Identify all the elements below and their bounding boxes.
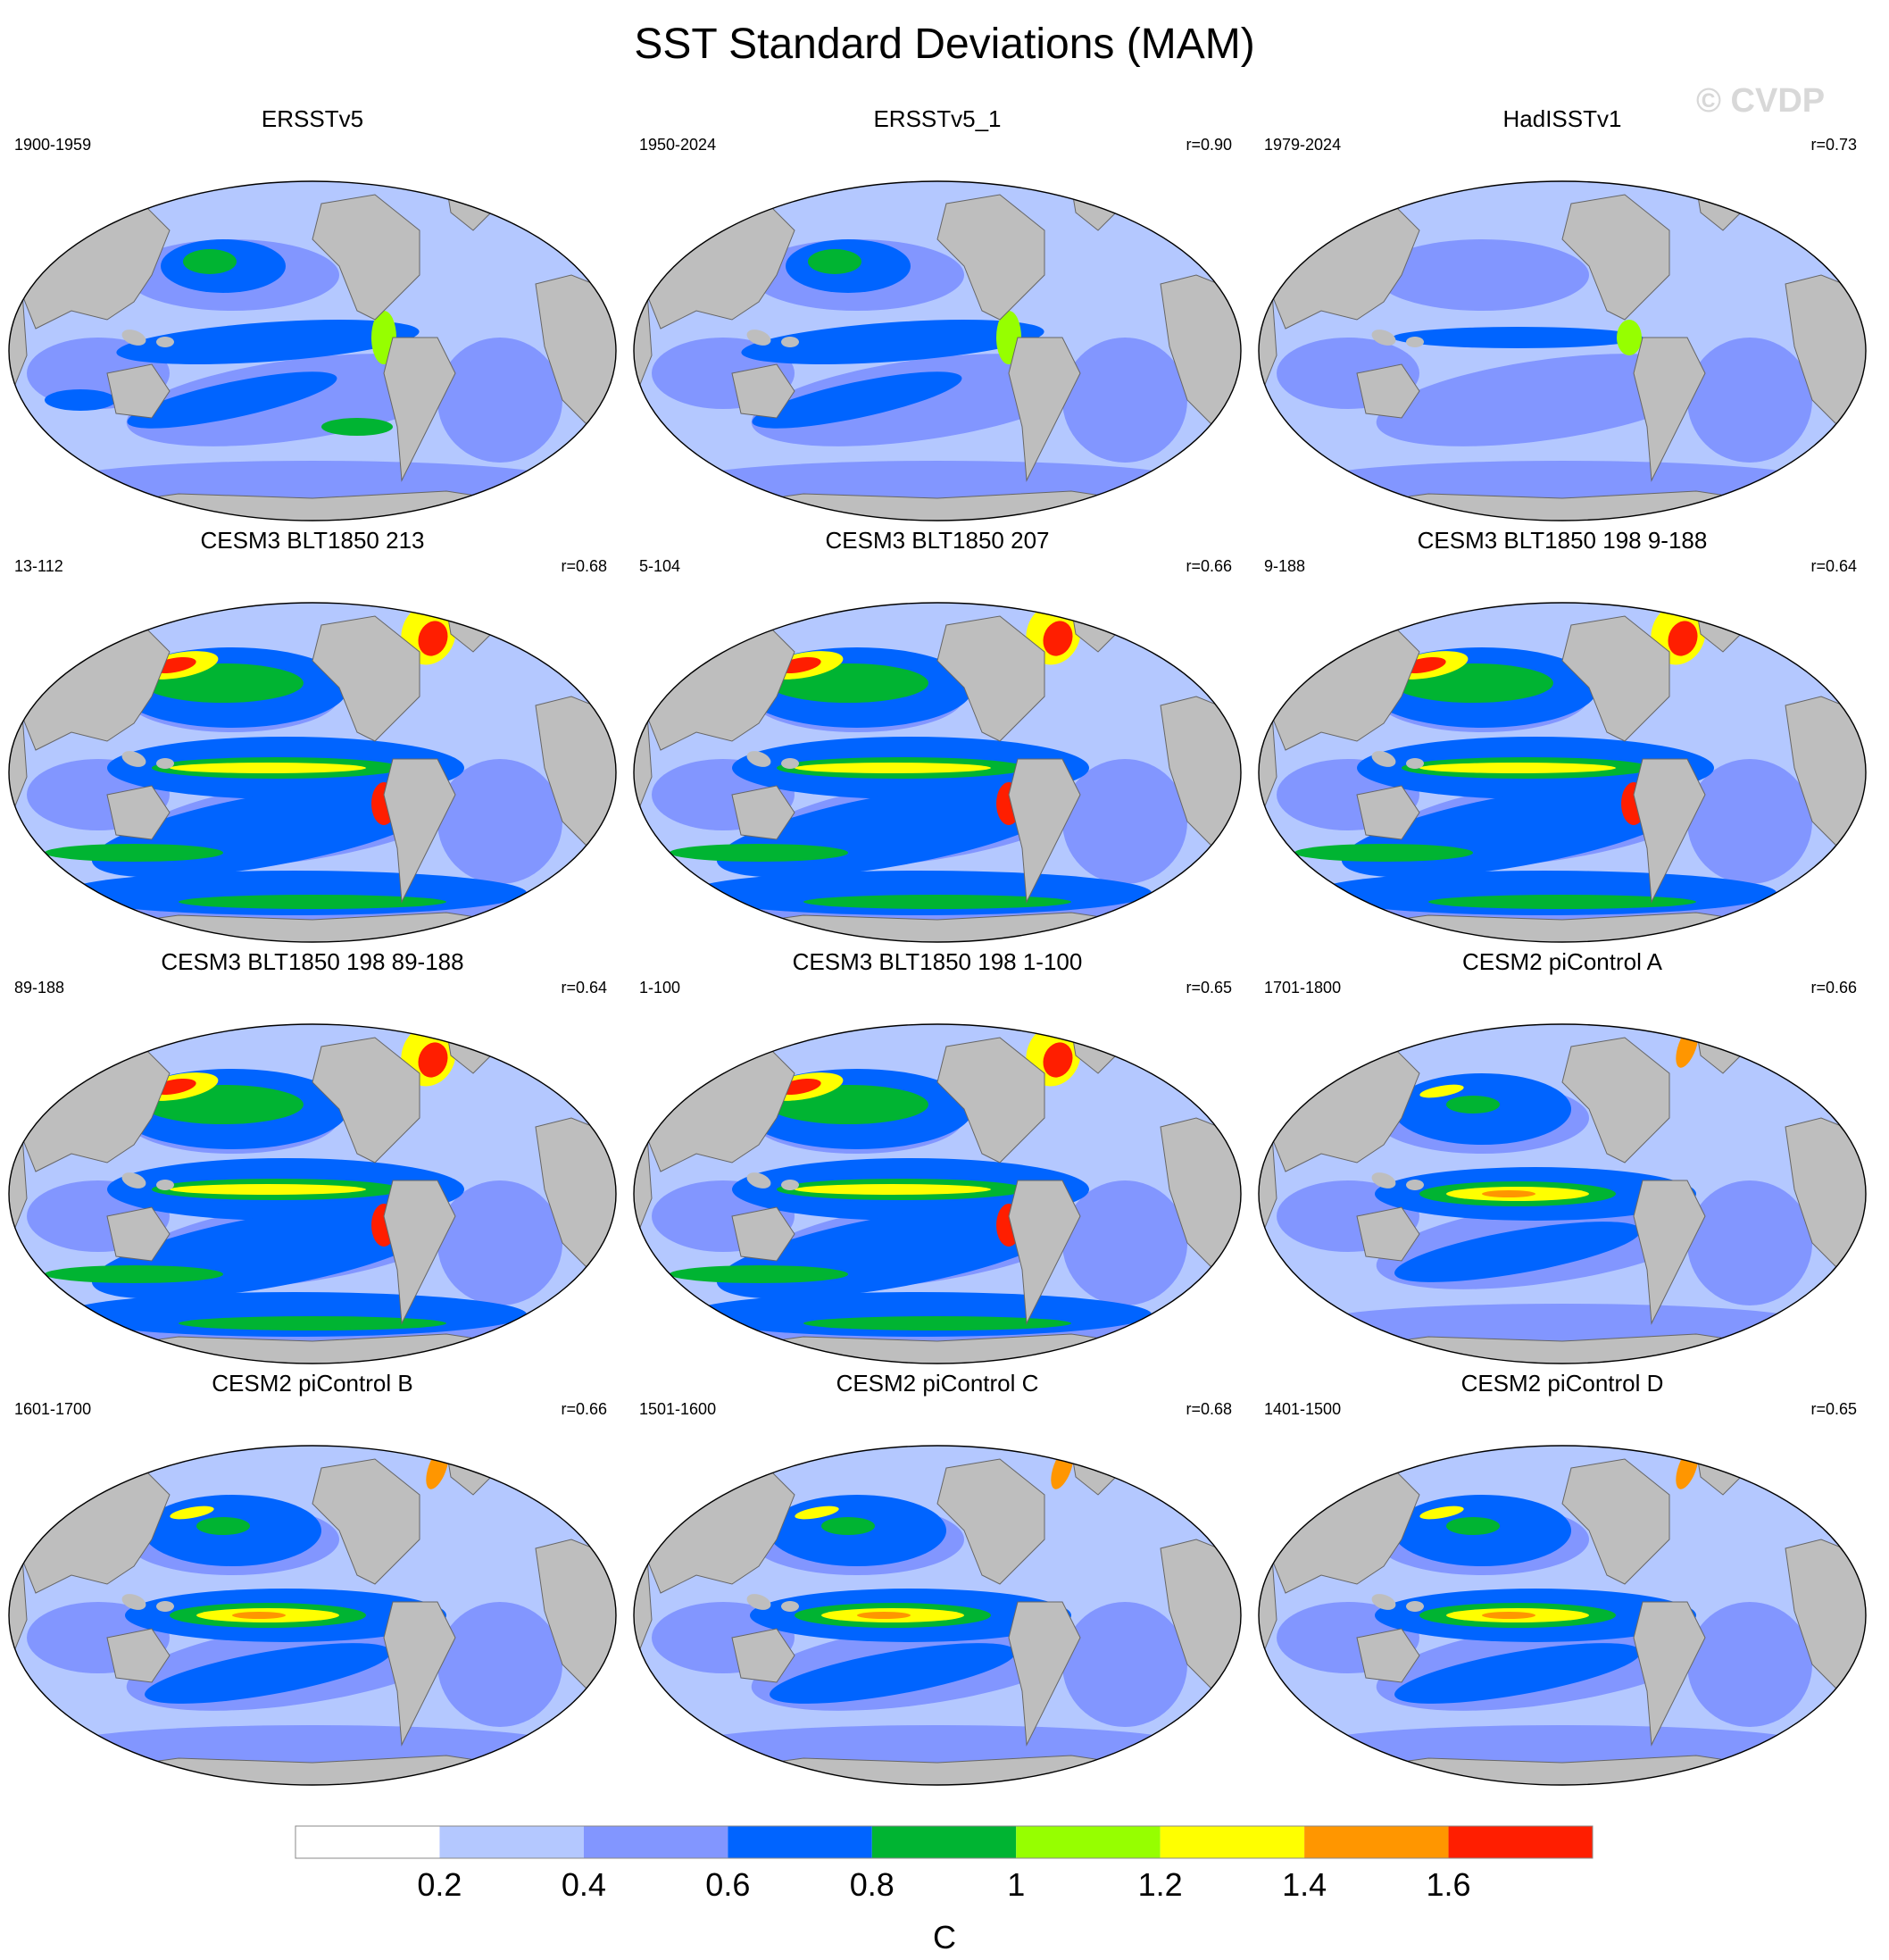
colorbar-swatch <box>583 1826 728 1858</box>
panel-title: CESM2 piControl C <box>836 1370 1039 1397</box>
world-map <box>1258 1445 1867 1786</box>
colorbar-svg: 0.2 0.4 0.6 0.8 1 1.2 1.4 1.6 C <box>295 1825 1594 1956</box>
panel-period: 1601-1700 <box>14 1400 92 1418</box>
panel-correlation: r=0.68 <box>561 557 607 575</box>
colorbar-tick-label: 1 <box>1007 1866 1025 1903</box>
panel-correlation: r=0.64 <box>561 979 607 997</box>
colorbar-tick-label: 1.4 <box>1282 1866 1327 1903</box>
panel-period: 1900-1959 <box>14 136 92 154</box>
world-map <box>8 602 617 943</box>
panel-correlation: r=0.64 <box>1810 557 1857 575</box>
colorbar-unit-label: C <box>933 1919 956 1956</box>
colorbar-swatch <box>728 1826 872 1858</box>
panel-correlation: r=0.68 <box>1186 1400 1232 1418</box>
map-panel: HadISSTv1 1979-2024 r=0.73 <box>1250 105 1875 525</box>
world-map <box>8 1023 617 1364</box>
map-panel: CESM2 piControl A 1701-1800 r=0.66 <box>1250 948 1875 1368</box>
map-panel: CESM3 BLT1850 198 89-188 89-188 r=0.64 <box>0 948 625 1368</box>
colorbar-tick-label: 0.2 <box>417 1866 462 1903</box>
map-panel: CESM3 BLT1850 198 1-100 1-100 r=0.65 <box>625 948 1250 1368</box>
colorbar-swatch <box>1304 1826 1449 1858</box>
panel-correlation: r=0.90 <box>1186 136 1232 154</box>
colorbar-frame <box>295 1825 1594 1859</box>
world-map <box>633 1445 1242 1786</box>
map-panel: CESM3 BLT1850 213 13-112 r=0.68 <box>0 527 625 947</box>
world-map <box>8 1445 617 1786</box>
map-panel: ERSSTv5 1900-1959 <box>0 105 625 525</box>
panel-period: 1979-2024 <box>1264 136 1342 154</box>
colorbar-swatch <box>295 1826 440 1858</box>
map-panel: ERSSTv5_1 1950-2024 r=0.90 <box>625 105 1250 525</box>
colorbar-swatch <box>1016 1826 1161 1858</box>
panel-title: CESM2 piControl B <box>212 1370 413 1397</box>
map-panel: CESM3 BLT1850 198 9-188 9-188 r=0.64 <box>1250 527 1875 947</box>
panel-period: 1-100 <box>639 979 681 997</box>
colorbar-swatch <box>1160 1826 1305 1858</box>
colorbar-tick-label: 0.6 <box>705 1866 750 1903</box>
world-map <box>1258 1023 1867 1364</box>
map-panel: CESM2 piControl C 1501-1600 r=0.68 <box>625 1370 1250 1789</box>
panel-correlation: r=0.66 <box>1186 557 1232 575</box>
world-map <box>633 602 1242 943</box>
panel-title: CESM3 BLT1850 213 <box>200 527 425 554</box>
panel-title: CESM3 BLT1850 207 <box>825 527 1050 554</box>
world-map <box>8 180 617 521</box>
panel-period: 89-188 <box>14 979 65 997</box>
colorbar-swatch <box>871 1826 1017 1858</box>
panel-title: CESM3 BLT1850 198 89-188 <box>161 948 464 975</box>
panel-period: 1950-2024 <box>639 136 717 154</box>
panel-period: 5-104 <box>639 557 681 575</box>
colorbar-tick-label: 1.2 <box>1138 1866 1183 1903</box>
panel-period: 1501-1600 <box>639 1400 717 1418</box>
world-map <box>633 1023 1242 1364</box>
map-panel: CESM2 piControl D 1401-1500 r=0.65 <box>1250 1370 1875 1789</box>
cvdp-watermark: © CVDP <box>1696 82 1826 120</box>
colorbar-legend: 0.2 0.4 0.6 0.8 1 1.2 1.4 1.6 C <box>0 1813 1889 1956</box>
panel-period: 1701-1800 <box>1264 979 1342 997</box>
panel-title: CESM2 piControl A <box>1462 948 1662 975</box>
colorbar-swatch <box>1448 1826 1593 1858</box>
panel-period: 13-112 <box>14 557 63 575</box>
panel-title: HadISSTv1 <box>1502 105 1622 132</box>
colorbar-tick-label: 0.4 <box>562 1866 606 1903</box>
panel-title: CESM3 BLT1850 198 9-188 <box>1417 527 1708 554</box>
panel-title: CESM2 piControl D <box>1460 1370 1664 1397</box>
panel-period: 9-188 <box>1264 557 1306 575</box>
colorbar-tick-label: 0.8 <box>850 1866 895 1903</box>
colorbar-tick-label: 1.6 <box>1427 1866 1471 1903</box>
panel-correlation: r=0.65 <box>1186 979 1232 997</box>
panel-title: CESM3 BLT1850 198 1-100 <box>792 948 1083 975</box>
panel-period: 1401-1500 <box>1264 1400 1342 1418</box>
world-map <box>1258 602 1867 943</box>
figure-title: SST Standard Deviations (MAM) <box>634 21 1255 68</box>
map-panel: CESM2 piControl B 1601-1700 r=0.66 <box>0 1370 625 1789</box>
world-map <box>633 180 1242 521</box>
panel-correlation: r=0.66 <box>561 1400 607 1418</box>
panel-correlation: r=0.65 <box>1810 1400 1857 1418</box>
panel-correlation: r=0.73 <box>1810 136 1857 154</box>
map-panel: CESM3 BLT1850 207 5-104 r=0.66 <box>625 527 1250 947</box>
world-map <box>1258 180 1867 521</box>
panel-title: ERSSTv5 <box>261 105 364 132</box>
colorbar-swatch <box>439 1826 584 1858</box>
panel-title: ERSSTv5_1 <box>873 105 1002 132</box>
panel-correlation: r=0.66 <box>1810 979 1857 997</box>
